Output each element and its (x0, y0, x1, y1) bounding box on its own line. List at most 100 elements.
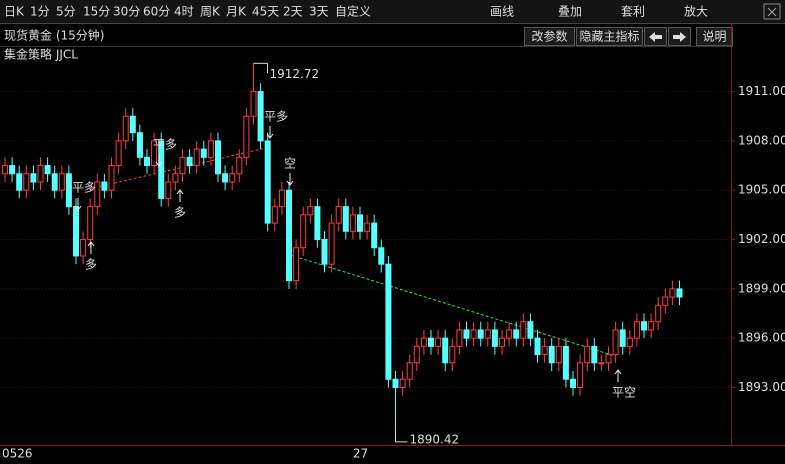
toolbar-item[interactable]: 套利 (621, 5, 645, 19)
candle-body (321, 239, 328, 265)
candle-body (513, 329, 520, 339)
y-tick-label: 1893.00 (738, 380, 785, 394)
candle-body (236, 156, 243, 175)
x-tick-label: 0526 (2, 447, 33, 461)
candle-body (527, 321, 534, 339)
candle-body (591, 345, 598, 364)
toolbar-item[interactable]: 4时 (174, 5, 194, 19)
candle-body (30, 173, 37, 183)
candle-body (165, 181, 172, 199)
signal-arrowhead (266, 133, 274, 139)
candle-body (626, 337, 633, 347)
candle-body (520, 321, 527, 339)
y-tick-label: 1899.00 (738, 281, 785, 295)
candle-body (506, 329, 513, 339)
y-tick-label: 1902.00 (738, 232, 785, 246)
candle-body (257, 91, 264, 142)
button[interactable] (696, 27, 733, 46)
toolbar-item[interactable]: 叠加 (558, 5, 582, 19)
toolbar-item[interactable]: 3天 (309, 5, 329, 19)
candle-body (633, 321, 640, 339)
trend-line (84, 146, 271, 191)
toolbar-item[interactable]: 周K (200, 5, 221, 19)
candle-body (136, 132, 143, 158)
toolbar-item[interactable]: 月K (226, 5, 247, 19)
toolbar-item[interactable]: 60分 (143, 5, 170, 19)
y-tick-label: 1905.00 (738, 183, 785, 197)
candle-body (73, 206, 79, 257)
candle-body (23, 173, 30, 191)
signal-arrowhead (87, 241, 95, 247)
toolbar-item[interactable]: 30分 (113, 5, 140, 19)
candle-body (562, 345, 569, 380)
close-icon (767, 7, 777, 17)
candle-body (80, 239, 87, 257)
candle-body (342, 206, 349, 232)
toolbar-item[interactable]: 画线 (490, 5, 514, 19)
toolbar-bg (0, 0, 785, 23)
candle-body (641, 321, 647, 331)
candle-body (158, 140, 165, 199)
candle-body (193, 148, 200, 167)
button[interactable] (576, 27, 643, 46)
candle-body (349, 214, 356, 232)
candle-body (619, 329, 626, 347)
candle-body (300, 214, 307, 249)
candle-body (172, 173, 179, 183)
candle-body (115, 140, 122, 167)
toolbar-item[interactable]: 自定义 (335, 4, 371, 19)
candle-body (584, 345, 591, 364)
candle-body (428, 337, 434, 347)
toolbar-item[interactable]: 2天 (283, 5, 303, 19)
candle-body (449, 345, 456, 364)
candle-body (385, 263, 392, 380)
candle-body (371, 222, 378, 249)
candle-body (307, 206, 314, 216)
candle-body (406, 362, 413, 380)
button-label: 改参数 (531, 29, 567, 44)
candle-body (570, 378, 576, 388)
candle-body (669, 288, 676, 298)
min-label: 1890.42 (410, 432, 460, 446)
candle-body (463, 329, 470, 339)
signal-arrowhead (74, 205, 82, 211)
candle-body (9, 165, 16, 175)
candle-body (264, 140, 271, 224)
close-box[interactable] (763, 3, 781, 20)
toolbar-item[interactable]: 15分 (83, 5, 110, 19)
signal-label: 平空 (612, 386, 636, 400)
signal-arrowhead (176, 189, 184, 195)
candle-body (286, 189, 292, 282)
toolbar-item[interactable]: 放大 (684, 4, 708, 19)
button[interactable] (524, 27, 575, 46)
signal-label: 平多 (264, 110, 288, 124)
candle-body (108, 165, 115, 191)
toolbar-item[interactable]: 1分 (30, 5, 50, 19)
candle-body (378, 247, 385, 265)
candle-body (435, 337, 442, 347)
candle-body (129, 115, 136, 134)
candle-body (555, 345, 562, 364)
candle-body (413, 345, 420, 364)
candle-body (58, 173, 65, 191)
y-tick-label: 1908.00 (738, 133, 785, 147)
candle-body (16, 173, 23, 191)
candle-body (534, 337, 541, 356)
toolbar-item[interactable]: 45天 (252, 5, 279, 19)
candle-body (399, 378, 406, 388)
candle-body (101, 181, 108, 191)
candle-body (179, 156, 186, 175)
arrow-left-icon (649, 32, 662, 42)
y-tick-label: 1911.00 (738, 84, 785, 98)
toolbar-item[interactable]: 5分 (56, 5, 76, 19)
candle-body (612, 329, 619, 356)
signal-arrowhead (286, 180, 294, 186)
candle-body (207, 140, 214, 158)
candle-body (151, 140, 158, 167)
toolbar-item[interactable]: 日K (4, 5, 25, 19)
candle-body (491, 329, 498, 347)
candle-body (676, 288, 683, 298)
arrow-right-icon (673, 32, 686, 42)
candle-body (51, 173, 58, 191)
